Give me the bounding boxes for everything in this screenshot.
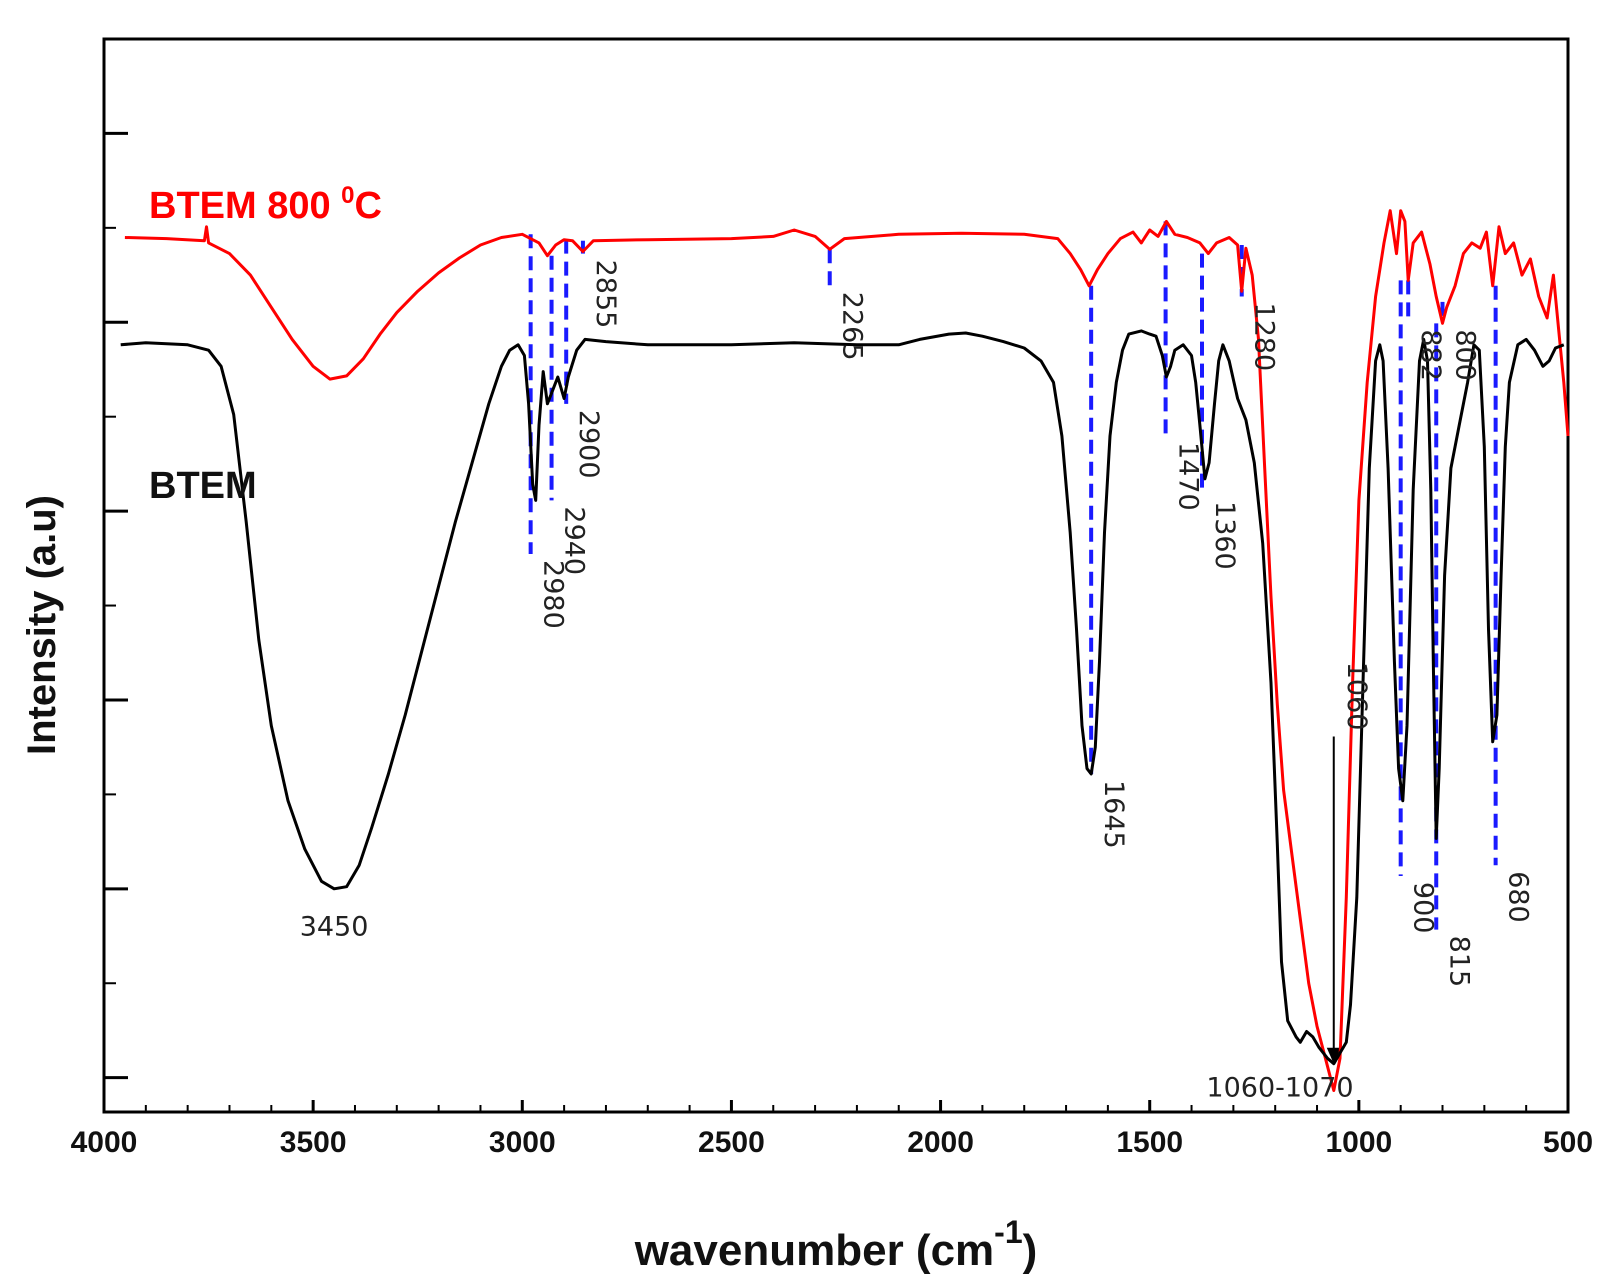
peak-arrowhead-1060 — [1326, 1047, 1341, 1064]
series-line-btem-800 — [124, 209, 1570, 1092]
peak-label-900: 900 — [1408, 882, 1439, 934]
peak-label-680: 680 — [1503, 871, 1534, 923]
peak-label-815: 815 — [1443, 936, 1474, 988]
peak-label-882: 882 — [1415, 329, 1446, 381]
x-tick-label: 3500 — [280, 1126, 347, 1159]
x-tick-label: 1500 — [1116, 1126, 1183, 1159]
x-tick-label: 500 — [1543, 1126, 1593, 1159]
series-label-btem-800: BTEM 800 0C — [149, 182, 382, 227]
peak-label-2855: 2855 — [590, 260, 621, 329]
series-label-btem: BTEM — [149, 465, 257, 507]
x-tick-label: 1000 — [1325, 1126, 1392, 1159]
peak-label-1060: 1060 — [1341, 662, 1372, 731]
y-axis-title: Intensity (a.u) — [20, 495, 64, 755]
peak-label-800: 800 — [1450, 329, 1481, 381]
peak-label-1645: 1645 — [1098, 780, 1129, 849]
spectra — [120, 209, 1570, 1092]
x-axis-ticks: 4000 3500 3000 2500 2000 1500 1000 500 — [71, 1100, 1593, 1159]
peak-label-2900: 2900 — [573, 410, 604, 479]
peak-label-1470: 1470 — [1173, 442, 1204, 511]
x-tick-label: 2000 — [907, 1126, 974, 1159]
series-line-btem — [120, 329, 1565, 1066]
peak-label-1360: 1360 — [1209, 501, 1240, 570]
peak-label-1060-1070: 1060-1070 — [1206, 1072, 1353, 1103]
peak-label-1280: 1280 — [1249, 303, 1280, 372]
x-axis-title: wavenumber (cm-1) — [634, 1214, 1038, 1275]
peak-label-3450: 3450 — [300, 911, 369, 942]
x-tick-label: 3000 — [489, 1126, 556, 1159]
plot-frame — [102, 37, 1570, 1114]
peak-label-2980: 2980 — [538, 560, 569, 629]
y-axis-ticks — [104, 131, 128, 1080]
peak-label-2265: 2265 — [837, 292, 868, 361]
peak-label-2940: 2940 — [559, 506, 590, 575]
peak-marker-lines — [528, 221, 1498, 1064]
x-tick-label: 2500 — [698, 1126, 765, 1159]
x-tick-label: 4000 — [71, 1126, 138, 1159]
